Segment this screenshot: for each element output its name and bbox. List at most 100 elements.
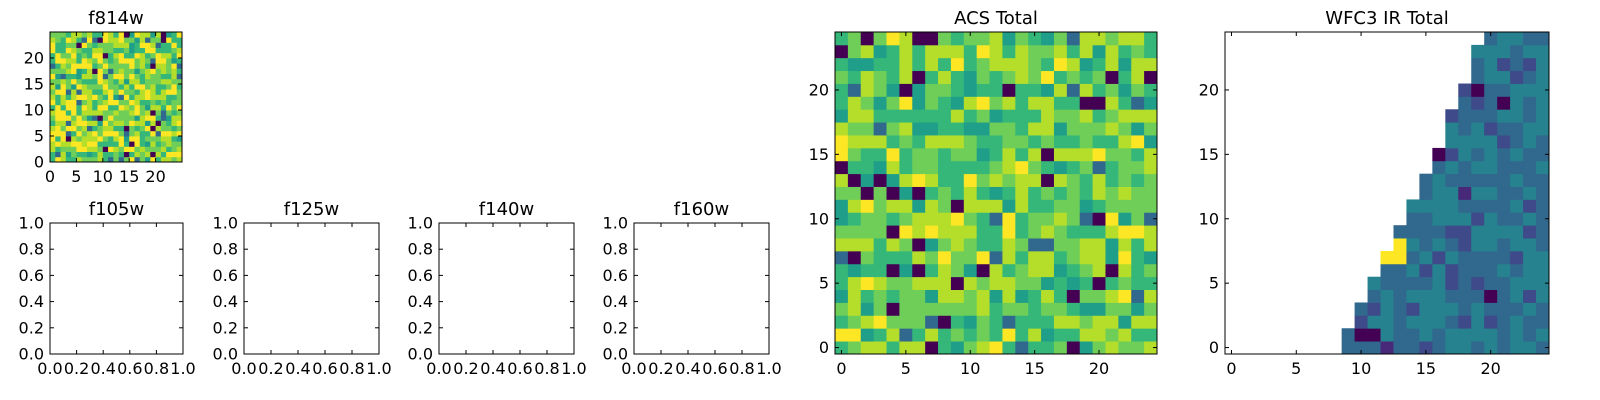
f814w-cell	[160, 84, 167, 90]
f814w-cell	[166, 89, 172, 95]
f814w-cell	[55, 37, 61, 43]
f814w-cell	[160, 110, 167, 116]
f814w-cell	[102, 99, 109, 106]
f814w-cell	[71, 120, 77, 126]
wfc3-ir-total-cell	[1484, 289, 1498, 303]
f814w-cell	[65, 94, 72, 100]
acs-total-cell	[912, 44, 926, 59]
acs-total-cell	[950, 315, 965, 329]
wfc3-ir-total-cell	[1432, 147, 1446, 162]
wfc3-ir-total-cell	[1406, 276, 1420, 290]
f814w-cell	[76, 99, 83, 106]
f814w-cell	[65, 120, 72, 126]
wfc3-ir-total-cell	[1432, 289, 1446, 303]
f814w-cell	[155, 151, 162, 158]
acs-total-cell	[1053, 199, 1068, 213]
wfc3-ir-total-cell	[1354, 315, 1368, 329]
f814w-cell	[60, 32, 67, 38]
wfc3-ir-total-cell	[1484, 96, 1498, 110]
f814w-cell	[118, 94, 125, 100]
f814w-cell	[171, 156, 178, 163]
acs-total-cell	[873, 225, 887, 239]
f814w-cell	[139, 37, 146, 43]
f814w-cell	[108, 115, 114, 121]
acs-total-cell	[1015, 341, 1029, 355]
f814w-cell	[97, 58, 104, 64]
f814w-cell	[86, 32, 93, 38]
f814w-cell	[97, 84, 104, 90]
acs-total-cell	[1144, 289, 1158, 303]
wfc3-ir-total-cell	[1445, 212, 1459, 226]
acs-total-cell	[873, 341, 887, 355]
f814w-cell	[139, 42, 146, 48]
acs-total-cell	[1028, 186, 1042, 200]
acs-total-cell	[938, 186, 952, 200]
f814w-cell	[176, 115, 183, 121]
wfc3-ir-total-xtick-label: 5	[1291, 359, 1301, 378]
wfc3-ir-total-cell	[1445, 135, 1459, 149]
f814w-cell	[108, 52, 114, 59]
f814w-cell	[150, 58, 156, 64]
acs-total-cell	[860, 302, 875, 316]
acs-total-cell	[925, 225, 939, 239]
f814w-cell	[171, 37, 178, 43]
f814w-cell	[155, 37, 162, 43]
wfc3-ir-total-cell	[1458, 199, 1472, 213]
acs-total-cell	[1053, 173, 1068, 187]
acs-total-cell	[963, 44, 978, 59]
acs-total-cell	[1066, 212, 1081, 226]
acs-total-cell	[938, 109, 952, 123]
acs-total-cell	[899, 238, 913, 252]
f814w-cell	[92, 63, 98, 69]
acs-total-cell	[1066, 122, 1081, 136]
acs-total-cell	[1144, 276, 1158, 290]
f814w-cell	[92, 146, 98, 152]
acs-total-cell	[1118, 70, 1132, 84]
acs-total-cell	[835, 173, 849, 187]
f814w-cell	[76, 130, 83, 137]
acs-total-cell	[1131, 212, 1145, 226]
f814w-cell	[171, 47, 178, 54]
f814w-cell	[81, 156, 88, 163]
acs-total-cell	[1015, 83, 1029, 97]
acs-total-cell	[1079, 44, 1093, 59]
f814w-cell	[145, 146, 151, 152]
f814w-cell	[102, 84, 109, 90]
wfc3-ir-total-cell	[1419, 212, 1433, 226]
f125w-ytick-label: 0.0	[213, 345, 238, 364]
f814w-cell	[155, 115, 162, 121]
f814w-cell	[150, 146, 156, 152]
acs-total-cell	[1015, 135, 1029, 149]
acs-total-cell	[886, 32, 900, 46]
acs-total-cell	[1118, 199, 1132, 213]
f814w-cell	[160, 58, 167, 64]
f814w-cell	[55, 73, 61, 80]
f105w-xtick-label: 0.0	[37, 359, 62, 378]
f814w-cell	[76, 141, 83, 147]
f105w-xtick-label: 1.0	[170, 359, 195, 378]
acs-total-cell	[1002, 225, 1016, 239]
wfc3-ir-total-cell	[1445, 238, 1459, 252]
acs-total-cell	[1041, 263, 1055, 278]
acs-total-cell	[1053, 276, 1068, 290]
wfc3-ir-total-cell	[1536, 96, 1550, 110]
f814w-cell	[176, 110, 183, 116]
acs-total-cell	[1118, 328, 1132, 342]
acs-total-cell	[1079, 341, 1093, 355]
acs-total-cell	[1118, 96, 1132, 110]
f814w-cell	[113, 37, 120, 43]
f814w-cell	[155, 125, 162, 132]
acs-total-cell	[912, 147, 926, 162]
wfc3-ir-total-cell	[1484, 225, 1498, 239]
acs-total-cell	[925, 328, 939, 342]
f814w-cell	[108, 68, 114, 74]
f814w-cell	[123, 47, 130, 54]
acs-total-cell	[1079, 328, 1093, 342]
f814w-cell	[60, 37, 67, 43]
f814w-cell	[123, 146, 130, 152]
f105w-ytick-label: 1.0	[19, 214, 44, 233]
wfc3-ir-total-cell	[1445, 289, 1459, 303]
f814w-cell	[97, 73, 104, 80]
f814w-cell	[129, 115, 135, 121]
wfc3-ir-total-cell	[1510, 32, 1524, 46]
